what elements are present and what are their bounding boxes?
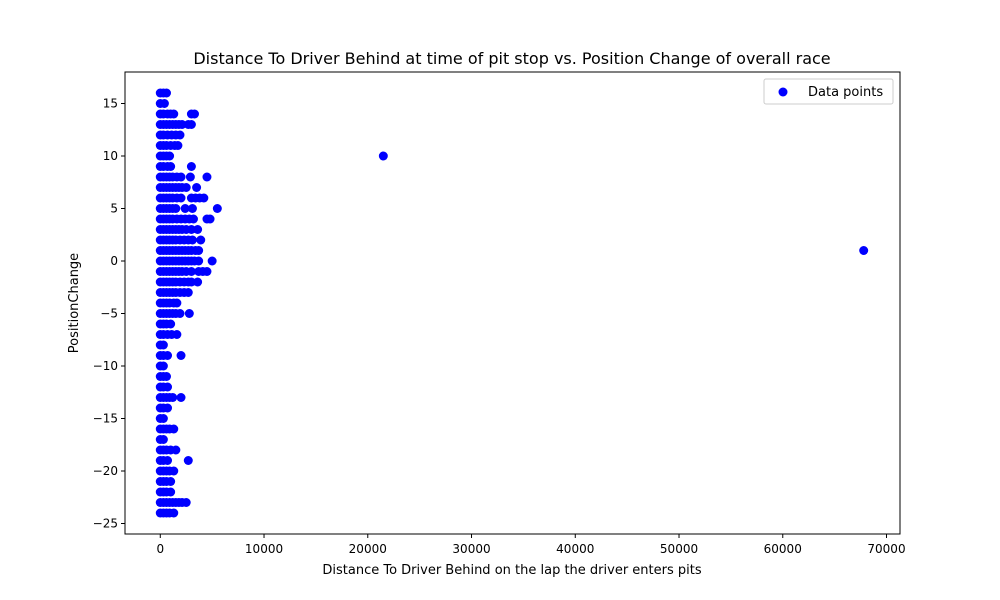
- scatter-point: [163, 456, 173, 465]
- legend-label: Data points: [808, 85, 883, 100]
- scatter-point: [166, 487, 176, 497]
- scatter-point: [162, 88, 171, 98]
- scatter-point: [166, 162, 176, 171]
- x-tick-label: 20000: [349, 542, 387, 556]
- scatter-point: [172, 330, 182, 339]
- scatter-point: [193, 225, 203, 234]
- x-tick-label: 70000: [867, 542, 905, 556]
- x-tick-label: 50000: [660, 542, 698, 556]
- scatter-point: [205, 214, 215, 224]
- scatter-point: [173, 141, 183, 150]
- scatter-point: [202, 267, 212, 276]
- scatter-point: [165, 151, 175, 161]
- scatter-point: [194, 256, 204, 266]
- legend: Data points: [763, 78, 894, 105]
- scatter-point: [176, 351, 186, 360]
- y-tick-label: 15: [103, 97, 118, 111]
- y-tick-label: 5: [110, 202, 118, 216]
- scatter-point: [175, 309, 185, 318]
- scatter-point: [166, 477, 176, 486]
- x-tick-label: 10000: [245, 542, 283, 556]
- scatter-point: [187, 204, 197, 213]
- scatter-point: [180, 204, 190, 213]
- y-tick-label: 10: [103, 149, 118, 163]
- scatter-point: [159, 99, 169, 108]
- scatter-point: [163, 403, 173, 413]
- scatter-point: [378, 151, 388, 161]
- scatter-point: [162, 372, 171, 381]
- x-axis-label: Distance To Driver Behind on the lap the…: [322, 563, 701, 578]
- scatter-point: [176, 193, 186, 203]
- scatter-point: [158, 435, 168, 444]
- scatter-point: [207, 256, 217, 266]
- y-tick-label: 0: [110, 254, 118, 268]
- legend-box: [763, 78, 894, 105]
- scatter-point: [177, 120, 187, 129]
- scatter-point: [186, 277, 196, 287]
- scatter-point: [190, 109, 200, 119]
- scatter-point: [169, 109, 179, 119]
- scatter-point: [168, 393, 178, 402]
- scatter-point: [163, 382, 173, 392]
- x-axis-ticks: 0 10000 20000 30000 40000 50000 60000 70000: [156, 534, 906, 556]
- y-tick-label: −25: [93, 517, 118, 531]
- scatter-point: [181, 183, 191, 192]
- scatter-point: [186, 267, 196, 276]
- x-tick-label: 60000: [764, 542, 802, 556]
- scatter-point: [196, 235, 206, 245]
- y-tick-label: −5: [100, 307, 118, 321]
- x-tick-label: 30000: [452, 542, 490, 556]
- scatter-point: [158, 340, 168, 350]
- scatter-point: [186, 162, 196, 171]
- y-tick-label: −15: [93, 412, 118, 426]
- scatter-point: [212, 204, 222, 213]
- scatter-point: [171, 445, 181, 455]
- scatter-point: [175, 130, 185, 140]
- scatter-point: [194, 246, 204, 255]
- legend-marker-icon: [778, 87, 788, 97]
- scatter-point: [176, 393, 186, 402]
- scatter-point: [158, 414, 168, 423]
- scatter-point: [169, 508, 179, 518]
- y-tick-label: −20: [93, 464, 118, 478]
- scatter-point: [187, 235, 197, 245]
- scatter-point: [186, 120, 196, 129]
- scatter-point: [183, 456, 193, 465]
- scatter-point: [202, 172, 212, 182]
- scatter-point: [193, 277, 203, 287]
- scatter-point: [859, 246, 869, 255]
- scatter-point: [185, 172, 195, 182]
- chart-title: Distance To Driver Behind at time of pit…: [193, 49, 830, 68]
- x-tick-label: 40000: [556, 542, 594, 556]
- scatter-point: [192, 183, 202, 192]
- scatter-point: [176, 172, 186, 182]
- scatter-point: [163, 351, 173, 360]
- y-axis-label: PositionChange: [67, 253, 82, 353]
- scatter-point: [166, 319, 176, 329]
- plot-area: [125, 72, 900, 534]
- x-tick-label: 0: [156, 542, 164, 556]
- scatter-point: [181, 498, 191, 507]
- y-axis-ticks: −25 −20 −15 −10 −5 0 5 10 15: [93, 97, 125, 531]
- scatter-point: [186, 225, 196, 234]
- scatter-point: [169, 466, 179, 476]
- scatter-point: [172, 298, 182, 308]
- data-points: [155, 88, 869, 518]
- scatter-point: [199, 193, 209, 203]
- scatter-point: [184, 309, 194, 318]
- y-tick-label: −10: [93, 359, 118, 373]
- scatter-point: [183, 288, 193, 297]
- scatter-point: [188, 214, 198, 224]
- scatter-point: [158, 361, 168, 371]
- scatter-point: [169, 424, 179, 434]
- scatter-point: [171, 204, 181, 213]
- plot-frame: [124, 71, 901, 535]
